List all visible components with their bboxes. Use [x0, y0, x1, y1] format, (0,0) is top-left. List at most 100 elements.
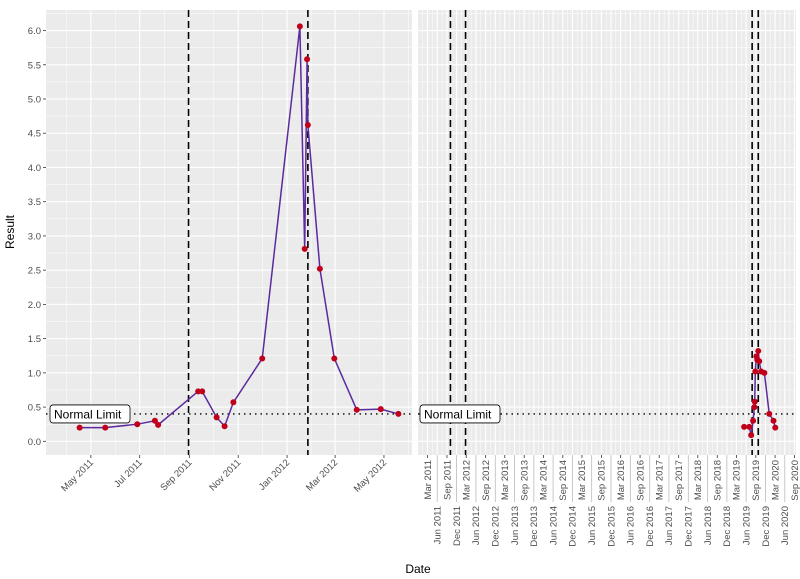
x-tick-label: Jun 2013: [510, 506, 521, 545]
x-tick-label: Jul 2011: [112, 457, 145, 490]
x-tick-label: Dec 2019: [761, 506, 772, 547]
x-tick-label: Dec 2014: [568, 506, 579, 547]
x-tick-label: Dec 2017: [684, 506, 695, 547]
x-tick-label: Sep 2014: [558, 460, 569, 501]
data-point: [102, 424, 109, 431]
x-tick-label: Mar 2020: [770, 460, 781, 500]
y-tick-label: 2.5: [28, 266, 41, 277]
data-point: [751, 404, 758, 411]
data-point: [151, 417, 158, 424]
x-axis-title: Date: [405, 562, 431, 576]
y-tick-label: 4.5: [28, 129, 41, 140]
panel-left: Normal Limit May 2011 Jul 2011 Sep 2011 Nov …: [28, 10, 412, 495]
x-tick-label: Dec 2011: [452, 506, 463, 546]
x-tick-label: Mar 2015: [577, 460, 588, 500]
x-tick-label: Jun 2014: [548, 506, 559, 545]
x-tick-label: Mar 2016: [616, 460, 627, 500]
data-point: [770, 417, 777, 424]
x-tick-label: Jun 2019: [741, 506, 752, 545]
data-point: [756, 358, 763, 365]
data-point: [199, 388, 206, 395]
data-point: [377, 406, 384, 413]
y-tick-label: 2.0: [28, 300, 41, 311]
panel-right: Normal Limit Mar 2011 Jun 2011 Sep 2011 Dec …: [418, 10, 800, 547]
data-point: [296, 23, 303, 30]
y-tick-label: 1.5: [28, 334, 41, 345]
x-tick-label: Jun 2020: [780, 506, 791, 545]
data-point: [353, 406, 360, 413]
x-tick-label: May 2011: [59, 457, 96, 494]
x-tick-label: Jun 2018: [703, 506, 714, 545]
data-point: [766, 410, 773, 417]
label-text: Normal Limit: [54, 407, 122, 421]
y-tick-label: 0.5: [28, 403, 41, 414]
data-point: [301, 245, 308, 252]
x-tick-label: Mar 2017: [655, 460, 666, 500]
plot-area: Normal Limit: [418, 10, 796, 455]
x-tick-label: Jun 2012: [471, 506, 482, 545]
data-point: [331, 355, 338, 362]
x-tick-label: Dec 2015: [606, 506, 617, 547]
x-tick-label: Jun 2017: [664, 506, 675, 545]
panel-background: [46, 10, 412, 455]
data-point: [395, 410, 402, 417]
data-point: [741, 423, 748, 430]
x-tick-label: Mar 2019: [732, 460, 743, 500]
data-point: [221, 423, 228, 430]
data-point: [761, 369, 768, 376]
normal-limit-label: Normal Limit: [49, 404, 131, 424]
data-point: [213, 414, 220, 421]
x-tick-label: Dec 2012: [491, 506, 502, 547]
y-tick-label: 3.0: [28, 231, 41, 242]
x-tick-label: Mar 2011: [423, 460, 434, 499]
data-point: [230, 399, 237, 406]
data-point: [746, 423, 753, 430]
x-tick-label: Sep 2011: [158, 457, 194, 493]
data-point: [134, 421, 141, 428]
y-axis-title: Result: [3, 214, 17, 249]
data-point: [755, 347, 762, 354]
label-box: [419, 404, 501, 424]
x-tick-label: Sep 2020: [790, 460, 800, 501]
x-tick-label: Mar 2018: [693, 460, 704, 500]
panel-background: [418, 10, 796, 455]
x-tick-label: Sep 2012: [481, 460, 492, 501]
x-tick-label: Dec 2018: [722, 506, 733, 547]
normal-limit-label: Normal Limit: [419, 404, 501, 424]
y-tick-label: 0.0: [28, 437, 41, 448]
data-point: [772, 424, 779, 431]
data-point: [752, 368, 759, 375]
data-point: [155, 421, 162, 428]
data-point: [304, 56, 311, 63]
x-tick-label: Mar 2012: [462, 460, 473, 500]
data-point: [304, 122, 311, 129]
x-tick-label: Jun 2011: [433, 506, 444, 544]
x-tick-label: Sep 2017: [674, 460, 685, 501]
x-tick-label: Sep 2015: [597, 460, 608, 501]
x-tick-label: Jan 2012: [257, 457, 292, 492]
y-tick-label: 5.0: [28, 95, 41, 106]
label-box: [49, 404, 131, 424]
x-tick-label: Jun 2015: [587, 506, 598, 545]
data-point: [750, 417, 757, 424]
x-tick-label: Dec 2013: [529, 506, 540, 547]
y-tick-label: 4.0: [28, 163, 41, 174]
x-tick-label: Nov 2011: [207, 457, 243, 493]
x-tick-label: Sep 2016: [635, 460, 646, 501]
x-tick-label: Sep 2011: [442, 460, 453, 500]
data-point: [751, 398, 758, 405]
y-tick-label: 3.5: [28, 197, 41, 208]
plot-area: Normal Limit: [46, 10, 412, 455]
x-tick-label: May 2012: [352, 457, 389, 494]
data-point: [748, 432, 755, 439]
label-text: Normal Limit: [424, 407, 492, 421]
x-tick-label: Mar 2013: [500, 460, 511, 500]
y-tick-label: 6.0: [28, 26, 41, 37]
y-tick-label: 5.5: [28, 60, 41, 71]
data-point: [316, 265, 323, 272]
x-tick-label: Mar 2014: [539, 460, 550, 500]
data-point: [259, 355, 266, 362]
x-tick-label: Sep 2013: [520, 460, 531, 501]
x-tick-label: Jun 2016: [626, 506, 637, 545]
